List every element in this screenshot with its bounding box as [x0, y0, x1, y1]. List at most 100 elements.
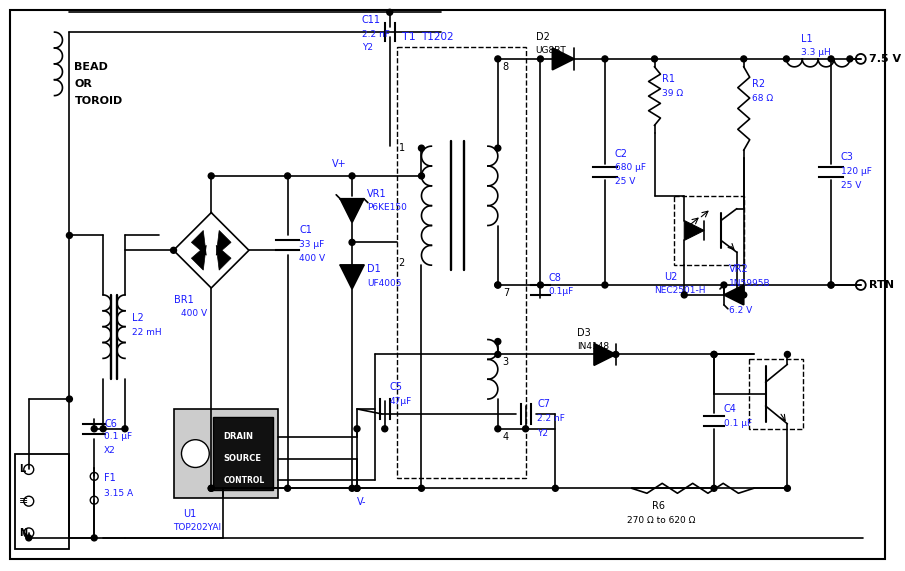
Polygon shape	[340, 265, 364, 289]
Text: 47μF: 47μF	[390, 396, 412, 405]
Text: C2: C2	[614, 149, 628, 159]
Text: TOROID: TOROID	[74, 95, 122, 106]
Circle shape	[495, 426, 500, 432]
Circle shape	[354, 485, 360, 491]
Text: Y2: Y2	[362, 43, 373, 53]
Text: 120 μF: 120 μF	[841, 167, 872, 176]
Circle shape	[25, 535, 32, 541]
Text: SOURCE: SOURCE	[224, 454, 262, 463]
Circle shape	[711, 351, 717, 357]
Text: 400 V: 400 V	[182, 309, 207, 318]
Text: 3.3 μH: 3.3 μH	[801, 49, 831, 58]
Circle shape	[734, 292, 739, 298]
Text: UF4005: UF4005	[367, 279, 402, 288]
Text: C5: C5	[390, 382, 403, 392]
Circle shape	[828, 282, 834, 288]
Text: 7: 7	[503, 288, 509, 298]
Text: T1202: T1202	[422, 32, 454, 42]
Text: 0.1μF: 0.1μF	[548, 287, 574, 296]
Circle shape	[208, 485, 214, 491]
Circle shape	[784, 56, 789, 62]
Text: R1: R1	[662, 74, 675, 84]
Circle shape	[495, 282, 500, 288]
Text: 680 μF: 680 μF	[614, 163, 646, 172]
Text: 7.5 V: 7.5 V	[869, 54, 900, 64]
Text: VR2: VR2	[729, 264, 748, 274]
Text: V+: V+	[332, 159, 347, 169]
Text: BR1: BR1	[174, 295, 194, 305]
Text: U1: U1	[184, 509, 196, 519]
Bar	[14, 453, 70, 549]
Circle shape	[495, 339, 500, 344]
Text: C4: C4	[724, 404, 737, 414]
Text: 0.1 μF: 0.1 μF	[724, 419, 752, 428]
Circle shape	[602, 282, 608, 288]
Text: U2: U2	[664, 272, 678, 282]
Text: L2: L2	[132, 313, 144, 323]
Circle shape	[785, 485, 790, 491]
Text: R6: R6	[652, 501, 664, 511]
Circle shape	[602, 56, 608, 62]
Polygon shape	[191, 246, 206, 270]
Circle shape	[182, 440, 209, 468]
Text: 400 V: 400 V	[300, 254, 326, 263]
Text: 39 Ω: 39 Ω	[662, 89, 683, 98]
Circle shape	[741, 292, 747, 298]
Text: 4: 4	[503, 432, 509, 442]
Circle shape	[418, 145, 424, 151]
Text: 68 Ω: 68 Ω	[752, 94, 773, 103]
Text: VR1: VR1	[367, 189, 386, 199]
Polygon shape	[724, 285, 744, 305]
Polygon shape	[191, 231, 206, 255]
Text: 3: 3	[503, 357, 509, 367]
Circle shape	[613, 351, 619, 357]
Circle shape	[847, 56, 853, 62]
Circle shape	[349, 239, 355, 246]
Circle shape	[66, 396, 72, 402]
Circle shape	[495, 282, 500, 288]
Text: OR: OR	[74, 79, 92, 89]
Text: D3: D3	[577, 328, 591, 337]
Text: P6KE150: P6KE150	[367, 203, 406, 212]
Circle shape	[495, 351, 500, 357]
Bar	[214, 417, 272, 490]
Bar	[174, 409, 278, 498]
Text: L: L	[19, 464, 25, 475]
Circle shape	[354, 426, 360, 432]
Circle shape	[208, 485, 214, 491]
Text: 2: 2	[399, 258, 405, 268]
Bar	[748, 359, 804, 429]
Text: BEAD: BEAD	[74, 62, 109, 72]
Text: 2.2 nF: 2.2 nF	[538, 415, 566, 423]
Text: ≡: ≡	[19, 496, 28, 506]
Circle shape	[170, 247, 176, 254]
Circle shape	[208, 173, 214, 179]
Text: 270 Ω to 620 Ω: 270 Ω to 620 Ω	[627, 516, 695, 525]
Circle shape	[386, 9, 393, 15]
Text: C6: C6	[104, 419, 117, 429]
Polygon shape	[594, 344, 615, 365]
Circle shape	[711, 485, 717, 491]
Text: 3.15 A: 3.15 A	[104, 489, 133, 498]
Polygon shape	[216, 246, 231, 270]
Circle shape	[66, 232, 72, 239]
Polygon shape	[552, 48, 574, 70]
Text: V-: V-	[357, 497, 367, 507]
Polygon shape	[216, 231, 231, 255]
Polygon shape	[684, 220, 704, 240]
Text: DRAIN: DRAIN	[224, 432, 253, 441]
Circle shape	[522, 426, 529, 432]
Text: 22 mH: 22 mH	[132, 328, 161, 337]
Circle shape	[495, 145, 500, 151]
Circle shape	[418, 485, 424, 491]
Text: D2: D2	[536, 32, 549, 42]
Text: RTN: RTN	[869, 280, 894, 290]
Text: C11: C11	[362, 15, 381, 25]
Circle shape	[418, 173, 424, 179]
Circle shape	[552, 485, 558, 491]
Text: 2.2 nF: 2.2 nF	[362, 30, 390, 39]
Text: C8: C8	[548, 273, 561, 283]
Text: 6.2 V: 6.2 V	[729, 306, 752, 315]
Bar	[396, 47, 526, 478]
Circle shape	[349, 173, 355, 179]
